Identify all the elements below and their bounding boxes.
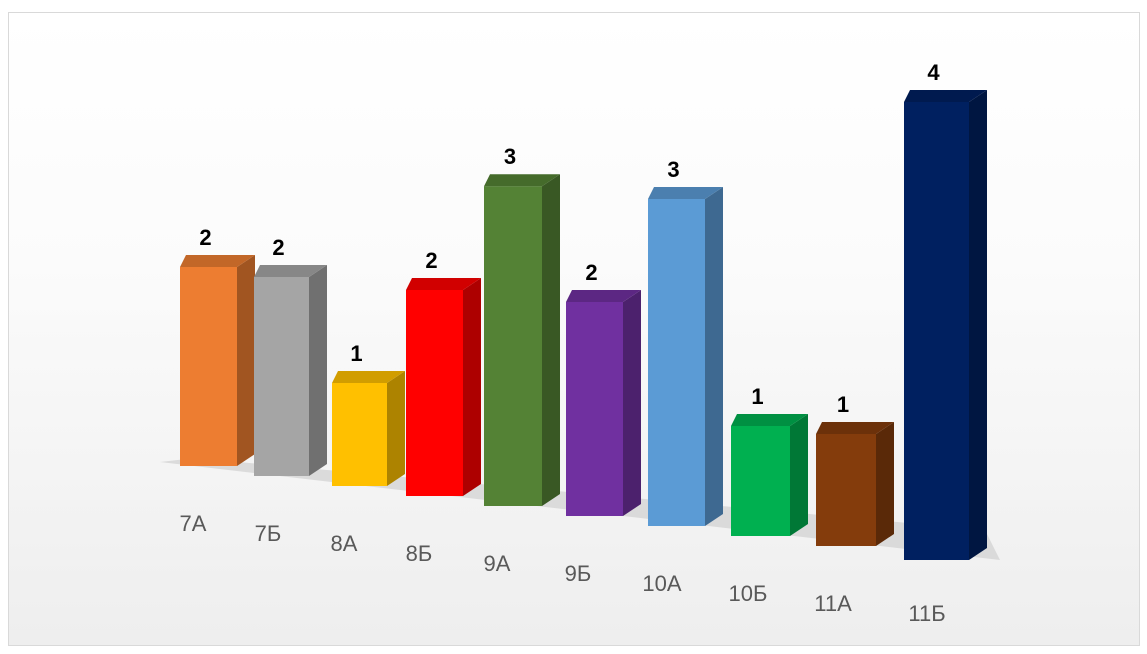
data-label: 2 <box>585 260 597 285</box>
bar-8Б <box>406 278 481 496</box>
data-label: 1 <box>837 392 849 417</box>
data-label: 2 <box>199 225 211 250</box>
bar-top <box>484 174 560 187</box>
category-label: 11Б <box>908 601 945 626</box>
bar-side <box>542 174 560 506</box>
bar-side <box>387 371 405 486</box>
bar-front <box>816 434 876 546</box>
bar-front <box>254 277 309 476</box>
bar-top <box>406 278 481 290</box>
bar-front <box>180 267 237 466</box>
bar-11Б <box>904 90 987 560</box>
bar-9Б <box>566 290 641 516</box>
bar-side <box>705 187 723 526</box>
bar-9А <box>484 174 560 506</box>
bar-front <box>566 302 623 516</box>
bar-side <box>623 290 641 516</box>
category-label: 11А <box>814 591 852 616</box>
bar-10Б <box>731 414 808 536</box>
category-label: 10А <box>642 571 681 596</box>
category-label: 8А <box>331 531 358 556</box>
data-label: 2 <box>425 248 437 273</box>
bar-side <box>309 265 327 476</box>
category-label: 7А <box>180 511 207 536</box>
bar-side <box>876 422 894 546</box>
bar-10А <box>648 187 723 526</box>
bar-front <box>406 290 463 496</box>
bar-top <box>731 414 808 426</box>
bar-top <box>648 187 723 199</box>
bar-front <box>904 102 969 560</box>
category-label: 10Б <box>729 581 768 606</box>
category-label: 9А <box>484 551 511 576</box>
bar-8А <box>332 371 405 486</box>
bar-7Б <box>254 265 327 476</box>
bar-top <box>566 290 641 302</box>
bar-top <box>180 255 255 267</box>
category-label: 9Б <box>565 561 592 586</box>
data-label: 2 <box>272 235 284 260</box>
data-label: 1 <box>751 384 763 409</box>
data-label: 4 <box>927 60 940 85</box>
data-label: 3 <box>667 157 679 182</box>
bar-front <box>648 199 705 526</box>
category-label: 7Б <box>255 521 282 546</box>
bar-front <box>332 383 387 486</box>
bar-11А <box>816 422 894 546</box>
bars-layer: 2 7А 2 7Б 1 8А 2 8Б 3 9А 2 9Б 3 10А 1 10Б 1 11А 4 11Б <box>180 60 987 626</box>
data-label: 1 <box>350 341 362 366</box>
category-label: 8Б <box>406 541 433 566</box>
bar-top <box>254 265 327 277</box>
bar-top <box>816 422 894 434</box>
bar-side <box>969 90 987 560</box>
bar-side <box>237 255 255 466</box>
bar-front <box>484 186 542 506</box>
bar-top <box>332 371 405 383</box>
bar-side <box>790 414 808 536</box>
bar-7А <box>180 255 255 466</box>
data-label: 3 <box>504 144 516 169</box>
bar-side <box>463 278 481 496</box>
bar-front <box>731 426 790 536</box>
bar-top <box>904 90 987 102</box>
